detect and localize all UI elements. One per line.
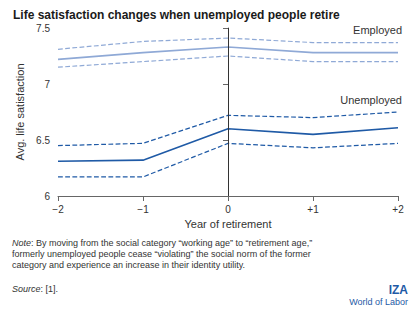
html-text:World of Labor: World of Labor <box>349 297 408 307</box>
html-text:IZA: IZA <box>388 283 408 297</box>
svg-text:0: 0 <box>225 204 231 215</box>
html-text:Note: By moving from the socia: Note: By moving from the social category… <box>12 238 313 270</box>
svg-text:Employed: Employed <box>353 24 402 36</box>
svg-text:Year of retirement: Year of retirement <box>184 218 271 230</box>
svg-text:−2: −2 <box>52 204 64 215</box>
svg-text:7.5: 7.5 <box>36 23 50 34</box>
svg-text:−1: −1 <box>137 204 149 215</box>
svg-text:Unemployed: Unemployed <box>340 94 402 106</box>
html-text:Source: [1].: Source: [1]. <box>12 284 58 294</box>
svg-text:Life satisfaction changes when: Life satisfaction changes when unemploye… <box>13 8 340 22</box>
svg-text:7: 7 <box>44 79 50 90</box>
svg-text:6.5: 6.5 <box>36 135 50 146</box>
svg-text:+2: +2 <box>392 204 404 215</box>
svg-text:+1: +1 <box>307 204 319 215</box>
svg-text:Avg. life satisfaction: Avg. life satisfaction <box>14 63 26 160</box>
svg-text:6: 6 <box>44 191 50 202</box>
